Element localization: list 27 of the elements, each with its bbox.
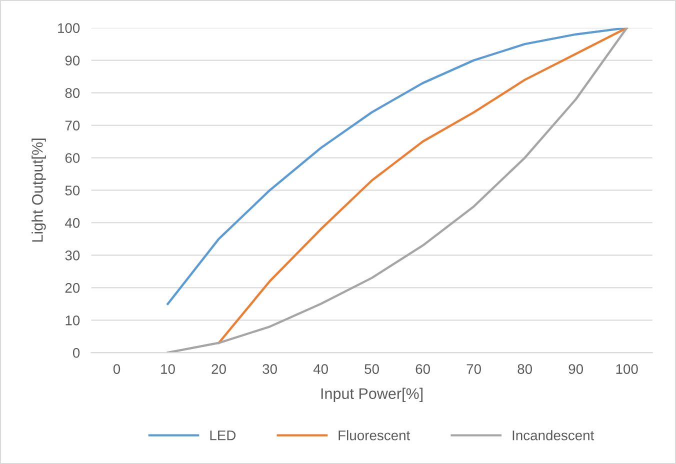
y-tick-label: 50 bbox=[65, 186, 80, 196]
y-tick-label: 40 bbox=[65, 218, 80, 228]
x-tick-label: 90 bbox=[568, 364, 584, 374]
x-tick-label: 0 bbox=[113, 364, 120, 374]
y-axis-title: Light Output[%] bbox=[32, 138, 46, 242]
legend-label: Fluorescent bbox=[338, 430, 410, 440]
y-tick-label: 70 bbox=[65, 120, 80, 130]
y-tick-label: 100 bbox=[58, 23, 80, 34]
x-tick-label: 10 bbox=[161, 364, 175, 374]
legend-label: LED bbox=[210, 430, 236, 440]
legend-label: Incandescent bbox=[512, 430, 594, 440]
x-tick-label: 70 bbox=[466, 364, 481, 374]
x-tick-label: 50 bbox=[364, 364, 379, 374]
x-tick-label: 60 bbox=[416, 364, 430, 374]
x-tick-label: 80 bbox=[518, 364, 532, 374]
y-tick-label: 80 bbox=[65, 88, 80, 98]
y-tick-label: 20 bbox=[65, 283, 80, 293]
x-tick-label: 40 bbox=[313, 364, 328, 374]
x-axis-title: Input Power[%] bbox=[321, 388, 423, 402]
x-tick-label: 100 bbox=[616, 364, 638, 374]
y-tick-label: 90 bbox=[65, 56, 80, 66]
y-tick-label: 10 bbox=[66, 315, 80, 326]
x-tick-label: 30 bbox=[262, 364, 277, 374]
y-tick-label: 60 bbox=[65, 153, 80, 163]
x-tick-label: 20 bbox=[212, 364, 226, 374]
y-tick-label: 0 bbox=[72, 348, 80, 358]
y-tick-label: 30 bbox=[65, 250, 80, 260]
